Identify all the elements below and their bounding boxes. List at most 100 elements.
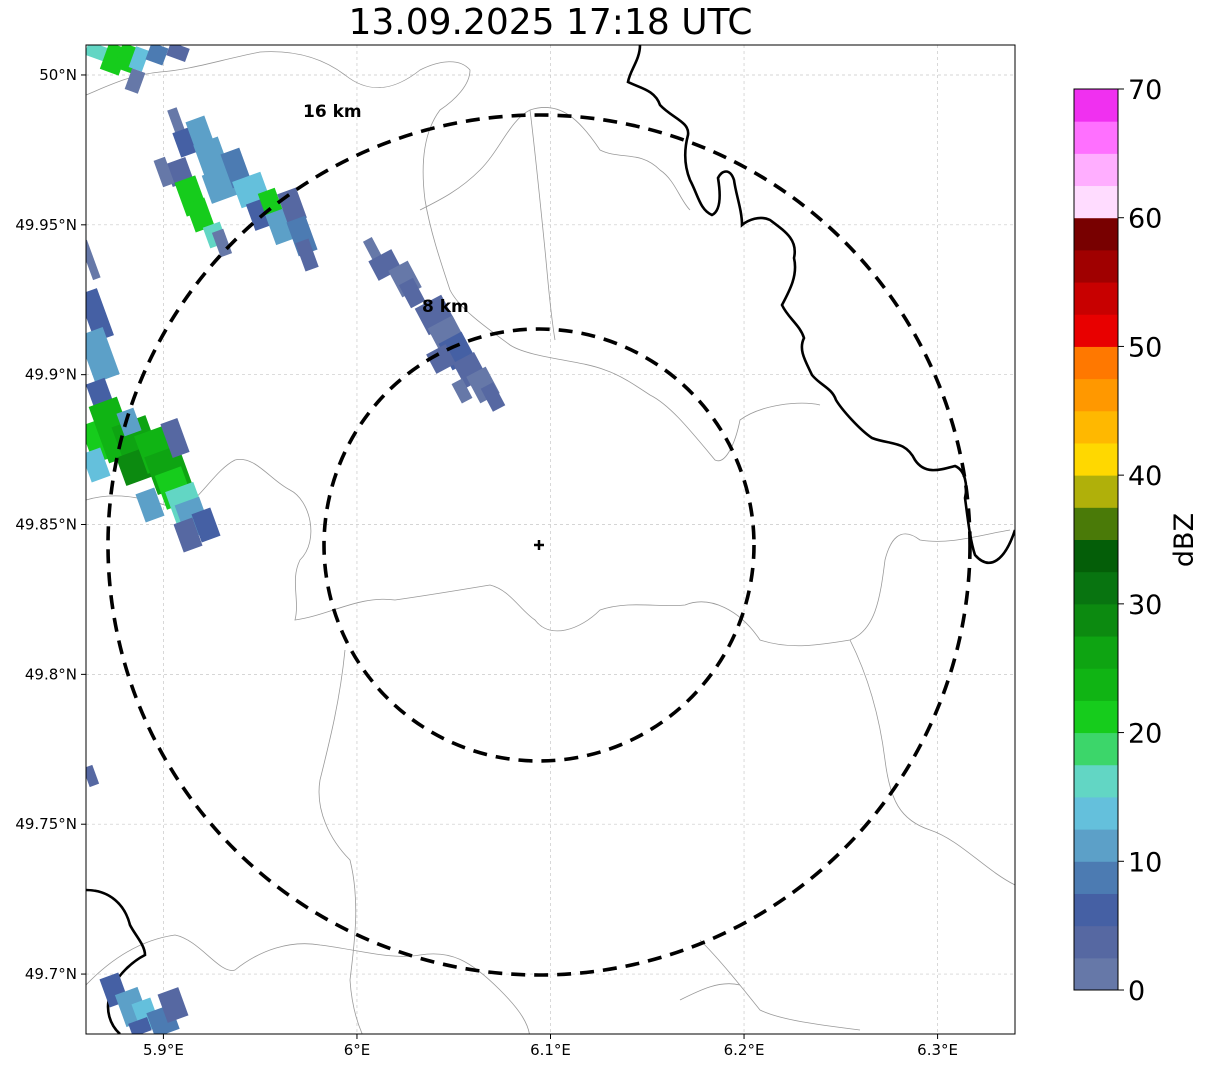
echo-cell	[160, 418, 190, 458]
colorbar-tick-label: 40	[1128, 461, 1162, 492]
echo-cell	[124, 68, 146, 94]
colorbar: 0 10 20 30 40 50 60 70	[1073, 75, 1162, 1007]
colorbar-tick-label: 0	[1128, 976, 1145, 1007]
colorbar-segment	[1074, 796, 1118, 830]
colorbar-segment	[1074, 121, 1118, 154]
colorbar-segment	[1074, 282, 1118, 315]
echo-cell	[295, 238, 319, 272]
colorbar-segment	[1074, 89, 1118, 122]
colorbar-segment	[1074, 539, 1118, 573]
colorbar-tick-label: 70	[1128, 75, 1162, 106]
echo-cell	[128, 46, 150, 72]
echo-cell	[173, 517, 203, 553]
range-ring-16km	[106, 113, 972, 977]
colorbar-tick-label: 60	[1128, 204, 1162, 235]
border-lines	[86, 51, 1015, 1034]
plus-marker	[534, 540, 544, 550]
range-rings	[106, 113, 972, 977]
x-tick-label: 6.2°E	[724, 1041, 765, 1059]
echo-cell	[86, 239, 101, 281]
colorbar-segment	[1074, 314, 1118, 347]
echo-cell	[426, 344, 456, 374]
x-tick-label: 6.3°E	[917, 1041, 958, 1059]
colorbar-segment	[1074, 153, 1118, 187]
border-line	[86, 51, 821, 462]
echo-cell	[480, 382, 506, 412]
border-line	[529, 109, 556, 341]
echo-cell	[135, 487, 165, 523]
echo-cell	[145, 45, 169, 66]
colorbar-segment	[1074, 636, 1118, 669]
y-tick-label: 49.9°N	[25, 366, 77, 384]
map-title: 13.09.2025 17:18 UTC	[348, 2, 753, 43]
x-tick-label: 5.9°E	[143, 1041, 184, 1059]
colorbar-segment	[1074, 700, 1118, 734]
echo-cell	[211, 228, 233, 258]
range-ring-8km	[322, 327, 756, 763]
map-axes: 5.9°E 6°E 6.1°E 6.2°E 6.3°E 50°N 49.95°N 49.9°N…	[15, 66, 958, 1059]
colorbar-segment	[1074, 507, 1118, 540]
colorbar-segment	[1074, 764, 1118, 798]
echo-cell	[398, 277, 426, 309]
border-line	[86, 458, 1011, 647]
y-tick-label: 50°N	[39, 66, 77, 84]
colorbar-label: dBZ	[1169, 513, 1200, 567]
border-line	[86, 934, 530, 1034]
gridlines	[86, 45, 1015, 1034]
colorbar-segment	[1074, 442, 1118, 476]
y-tick-label: 49.8°N	[25, 665, 77, 683]
colorbar-segment	[1074, 475, 1118, 508]
colorbar-frame	[1073, 88, 1119, 991]
radar-echoes	[86, 45, 506, 1034]
echo-cell	[86, 327, 120, 383]
colorbar-segment	[1074, 346, 1118, 380]
echo-cell	[153, 156, 175, 188]
echo-cell	[185, 197, 215, 233]
colorbar-segment	[1074, 217, 1118, 251]
colorbar-segment	[1074, 925, 1118, 959]
echo-cell	[191, 507, 221, 543]
y-tick-label: 49.75°N	[15, 815, 77, 833]
colorbar-segment	[1074, 185, 1118, 219]
colorbar-segment	[1074, 893, 1118, 927]
echo-cell	[86, 288, 114, 342]
echo-cell	[451, 378, 473, 404]
colorbar-tick-label: 30	[1128, 590, 1162, 621]
colorbar-tick-label: 50	[1128, 332, 1162, 363]
border-line	[318, 649, 363, 1034]
border-line	[849, 639, 1015, 886]
x-tick-label: 6.1°E	[530, 1041, 571, 1059]
colorbar-segment	[1074, 829, 1118, 862]
border-line	[679, 983, 741, 1001]
national-borders	[86, 45, 1015, 1034]
national-border	[626, 45, 1015, 565]
echo-cell	[128, 1017, 152, 1034]
y-tick-label: 49.7°N	[25, 965, 77, 983]
echo-cell	[86, 764, 100, 788]
ring-label-16km: 16 km	[303, 102, 362, 122]
echo-cell	[157, 987, 189, 1023]
colorbar-segment	[1074, 732, 1118, 766]
national-border	[86, 888, 147, 1034]
colorbar-segment	[1074, 668, 1118, 701]
y-tick-label: 49.95°N	[15, 216, 77, 234]
echo-cell	[116, 407, 142, 437]
colorbar-tick-label: 10	[1128, 847, 1162, 878]
colorbar-segment	[1074, 410, 1118, 444]
colorbar-segment	[1074, 571, 1118, 605]
border-line	[419, 107, 691, 211]
colorbar-segment	[1074, 249, 1118, 283]
colorbar-segment	[1074, 861, 1118, 894]
echo-cell	[193, 136, 229, 176]
colorbar-segment	[1074, 603, 1118, 637]
colorbar-tick-label: 20	[1128, 719, 1162, 750]
echo-cell	[166, 45, 190, 62]
ring-label-8km: 8 km	[422, 297, 469, 317]
colorbar-segment	[1074, 378, 1118, 412]
x-tick-label: 6°E	[344, 1041, 371, 1059]
border-line	[699, 939, 861, 1031]
echo-cell	[86, 447, 111, 483]
y-tick-label: 49.85°N	[15, 516, 77, 534]
colorbar-segment	[1074, 957, 1118, 991]
